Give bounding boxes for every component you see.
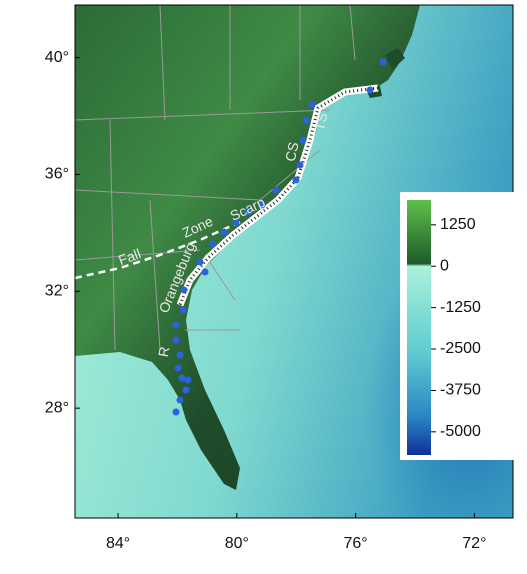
lat-tick-label: 32° bbox=[45, 283, 69, 300]
colorbar bbox=[407, 200, 431, 455]
lat-tick-label: 36° bbox=[45, 166, 69, 183]
scarp-band bbox=[176, 84, 379, 307]
lon-tick-label: 72° bbox=[462, 535, 486, 552]
colorbar-tick-label: -5000 bbox=[440, 423, 481, 440]
colorbar-tick-label: 0 bbox=[440, 257, 449, 274]
fall-line bbox=[74, 220, 241, 280]
axis-ticks: 40° 36° 32° 28° 84° 80° 76° 72° bbox=[45, 49, 487, 552]
lon-tick-label: 84° bbox=[106, 535, 130, 552]
lon-tick-label: 80° bbox=[225, 535, 249, 552]
map-annotation: R bbox=[155, 345, 173, 358]
map-annotation: Fall bbox=[116, 245, 143, 268]
land-ne bbox=[365, 48, 405, 98]
borders bbox=[74, 4, 356, 351]
colorbar-tick-label: 1250 bbox=[440, 216, 476, 233]
colorbar-labels: 1250 0 -1250 -2500 -3750 -5000 bbox=[431, 216, 481, 440]
map-annotation: CS bbox=[282, 141, 302, 163]
lat-tick-label: 28° bbox=[45, 399, 69, 416]
lon-tick-label: 76° bbox=[344, 535, 368, 552]
colorbar-tick-label: -1250 bbox=[440, 299, 481, 316]
sites bbox=[172, 58, 387, 416]
map-annotation: TS bbox=[311, 111, 330, 132]
colorbar-tick-label: -2500 bbox=[440, 340, 481, 357]
colorbar-tick-label: -3750 bbox=[440, 382, 481, 399]
lat-tick-label: 40° bbox=[45, 49, 69, 66]
land bbox=[75, 5, 420, 490]
